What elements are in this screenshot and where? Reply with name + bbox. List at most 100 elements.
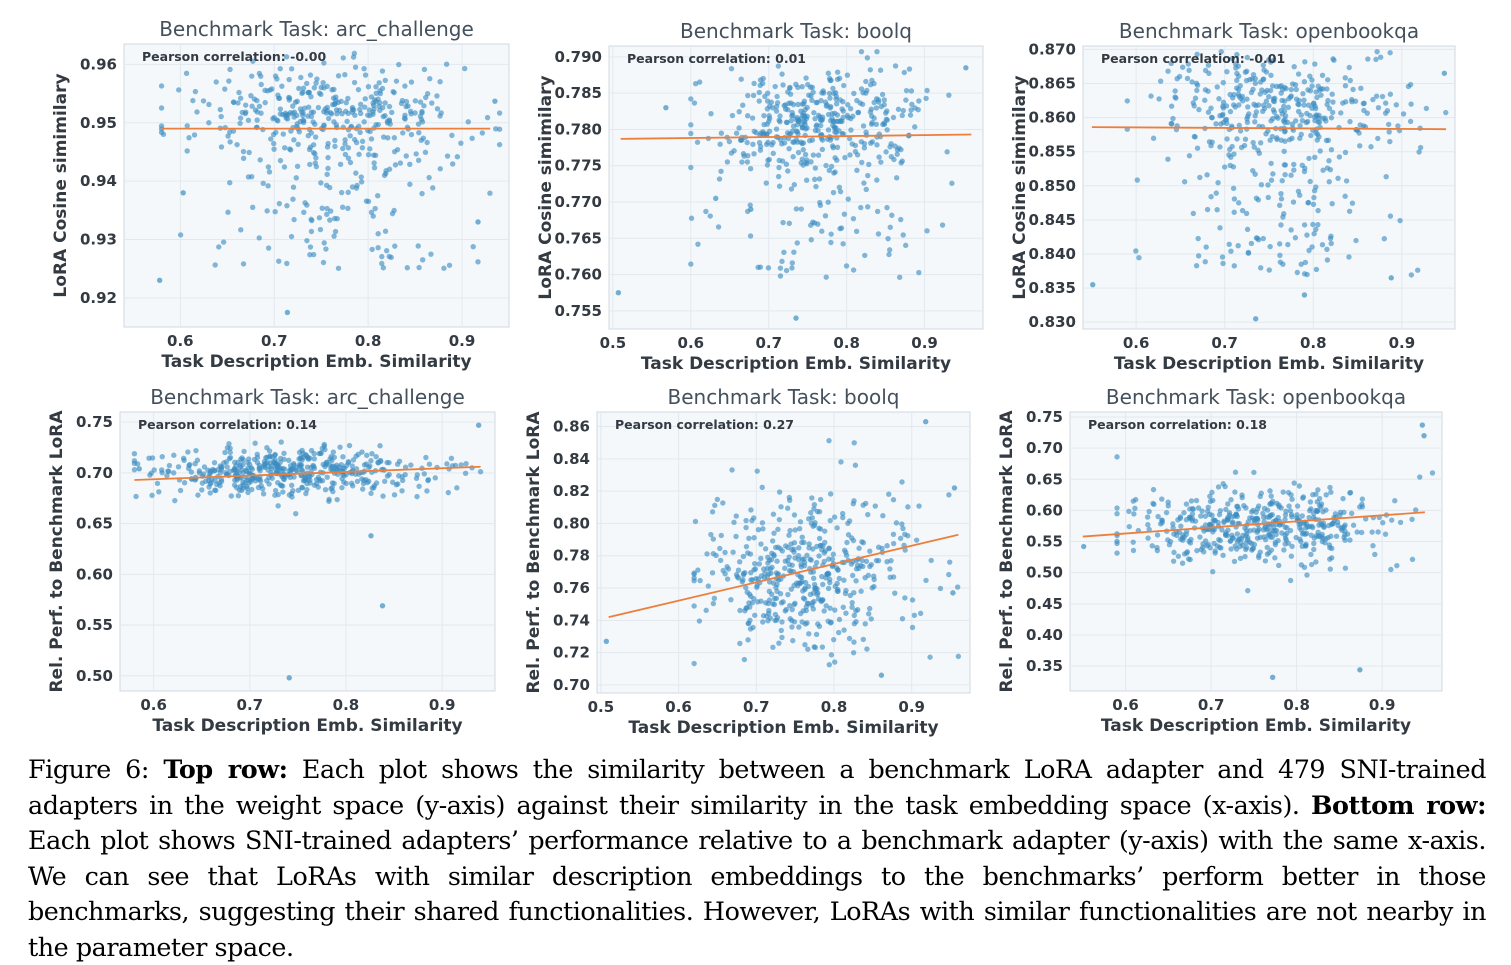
scatter-point bbox=[615, 290, 622, 296]
scatter-point bbox=[313, 155, 319, 161]
scatter-point bbox=[1274, 135, 1280, 141]
y-tick-label: 0.840 bbox=[1029, 245, 1076, 263]
scatter-point bbox=[1311, 114, 1318, 120]
scatter-point bbox=[295, 487, 302, 494]
scatter-point bbox=[405, 103, 411, 109]
scatter-point bbox=[737, 640, 743, 647]
scatter-point bbox=[798, 108, 804, 114]
scatter-point bbox=[272, 452, 278, 458]
scatter-point bbox=[1201, 528, 1207, 534]
scatter-point bbox=[340, 145, 346, 152]
scatter-point bbox=[1255, 237, 1262, 243]
scatter-point bbox=[729, 112, 736, 119]
scatter-point bbox=[1311, 187, 1318, 194]
scatter-point bbox=[903, 87, 910, 94]
scatter-point bbox=[448, 455, 455, 461]
scatter-point bbox=[265, 164, 272, 170]
scatter-point bbox=[1145, 521, 1151, 528]
scatter-point bbox=[232, 459, 238, 466]
scatter-point bbox=[1282, 171, 1288, 178]
scatter-point bbox=[1223, 530, 1229, 536]
scatter-point bbox=[786, 220, 793, 227]
x-tick-label: 0.9 bbox=[1389, 334, 1416, 352]
scatter-point bbox=[852, 462, 859, 468]
scatter-point bbox=[365, 151, 372, 158]
scatter-point bbox=[816, 535, 823, 542]
scatter-point bbox=[890, 531, 897, 537]
scatter-point bbox=[773, 584, 779, 591]
scatter-point bbox=[326, 496, 332, 503]
scatter-point bbox=[849, 599, 855, 606]
scatter-point bbox=[254, 117, 260, 123]
scatter-point bbox=[1170, 115, 1176, 122]
scatter-point bbox=[337, 161, 344, 168]
scatter-point bbox=[1329, 109, 1336, 116]
scatter-point bbox=[1184, 550, 1190, 556]
scatter-point bbox=[874, 142, 880, 148]
scatter-point bbox=[248, 92, 254, 99]
scatter-point bbox=[754, 584, 760, 591]
scatter-point bbox=[1250, 139, 1256, 146]
scatter-point bbox=[1190, 210, 1197, 217]
scatter-point bbox=[789, 624, 795, 630]
scatter-point bbox=[1274, 500, 1280, 507]
scatter-point bbox=[1172, 94, 1178, 100]
scatter-point bbox=[764, 98, 771, 104]
scatter-point bbox=[745, 620, 751, 627]
scatter-point bbox=[874, 48, 880, 55]
scatter-point bbox=[300, 110, 306, 116]
scatter-point bbox=[249, 73, 255, 79]
scatter-point bbox=[1209, 489, 1215, 496]
scatter-point bbox=[1222, 483, 1228, 490]
scatter-point bbox=[756, 98, 762, 104]
scatter-point bbox=[902, 547, 908, 553]
scatter-point bbox=[892, 590, 898, 596]
scatter-point bbox=[1299, 543, 1305, 550]
scatter-point bbox=[1304, 572, 1310, 578]
scatter-point bbox=[811, 502, 818, 508]
scatter-point bbox=[1321, 524, 1327, 530]
scatter-point bbox=[887, 566, 893, 572]
scatter-point bbox=[739, 159, 745, 165]
scatter-point bbox=[900, 107, 907, 114]
scatter-point bbox=[1231, 209, 1237, 215]
scatter-point bbox=[279, 83, 285, 89]
y-axis-label: LoRA Cosine simimilary bbox=[536, 75, 556, 299]
scatter-point bbox=[775, 63, 782, 69]
scatter-point bbox=[1320, 167, 1326, 173]
scatter-point bbox=[1286, 136, 1293, 143]
scatter-point bbox=[770, 601, 776, 607]
scatter-point bbox=[1328, 146, 1335, 153]
scatter-point bbox=[1387, 213, 1394, 219]
scatter-point bbox=[308, 113, 315, 120]
scatter-point bbox=[1244, 226, 1251, 233]
scatter-point bbox=[1255, 147, 1261, 153]
scatter-point bbox=[869, 585, 875, 591]
scatter-point bbox=[786, 100, 792, 107]
scatter-point bbox=[1397, 519, 1404, 526]
scatter-point bbox=[1218, 121, 1224, 127]
scatter-point bbox=[262, 99, 268, 106]
scatter-point bbox=[1220, 552, 1226, 559]
scatter-point bbox=[688, 96, 694, 102]
scatter-point bbox=[911, 612, 918, 618]
scatter-point bbox=[1312, 154, 1318, 161]
scatter-point bbox=[718, 130, 725, 136]
scatter-point bbox=[284, 260, 290, 267]
scatter-point bbox=[749, 517, 755, 524]
scatter-point bbox=[156, 489, 162, 495]
scatter-point bbox=[318, 180, 324, 186]
scatter-point bbox=[1293, 96, 1300, 102]
scatter-point bbox=[786, 145, 792, 152]
scatter-point bbox=[246, 456, 252, 462]
scatter-point bbox=[1341, 509, 1347, 515]
scatter-point bbox=[218, 144, 225, 150]
scatter-point bbox=[384, 118, 391, 124]
scatter-point bbox=[1421, 432, 1427, 439]
scatter-point bbox=[427, 76, 433, 82]
scatter-point bbox=[1183, 501, 1190, 507]
scatter-point bbox=[748, 577, 754, 583]
scatter-point bbox=[813, 183, 819, 190]
scatter-point bbox=[833, 118, 840, 124]
scatter-point bbox=[264, 477, 270, 484]
